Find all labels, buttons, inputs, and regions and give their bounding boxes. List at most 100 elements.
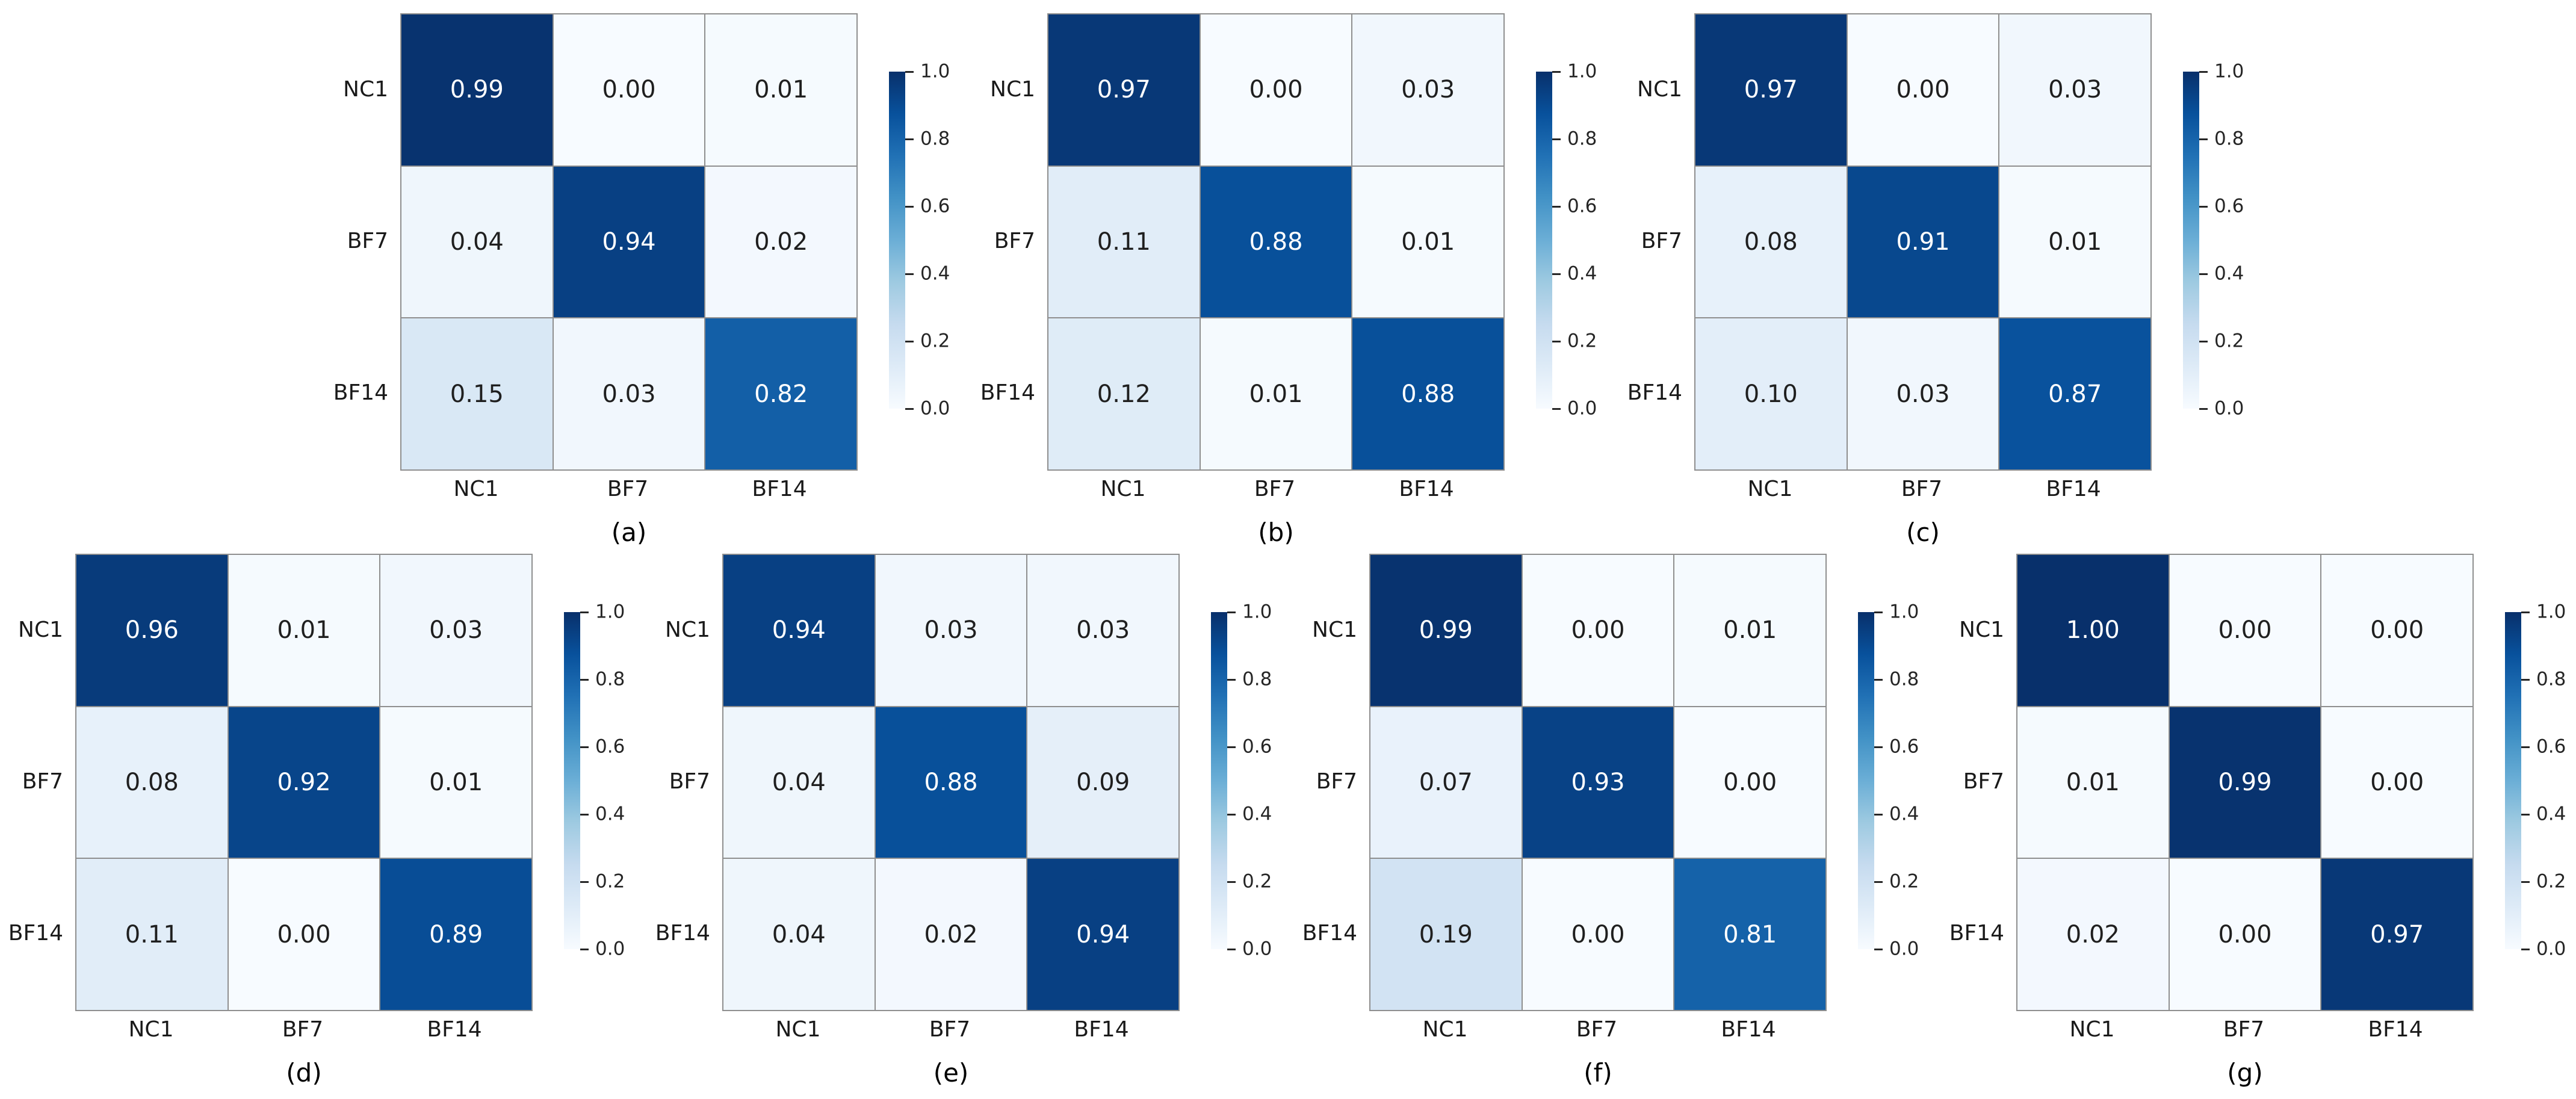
- confusion-matrix-panel: NC1 BF7 BF14 0.94 0.03 0.03 0.04 0.88 0.09 0.04 0…: [655, 554, 1330, 1095]
- y-tick-label: NC1: [18, 617, 63, 642]
- x-axis-tick-labels: NC1 BF7 BF14: [75, 1017, 533, 1042]
- y-tick-label: BF7: [994, 228, 1035, 253]
- x-axis-tick-labels: NC1 BF7 BF14: [722, 1017, 1180, 1042]
- y-tick-label: BF14: [655, 920, 710, 946]
- colorbar-tick: [2521, 881, 2530, 883]
- x-tick-label: BF7: [929, 1017, 971, 1042]
- confusion-matrix-panel: NC1 BF7 BF14 0.97 0.00 0.03 0.08 0.91 0.01 0.10 0…: [1627, 13, 2302, 555]
- heatmap-cell: 0.01: [1200, 318, 1352, 469]
- y-tick-label: NC1: [1312, 617, 1357, 642]
- heatmap-cell: 0.99: [2169, 707, 2321, 858]
- colorbar-tick-label: 1.0: [1242, 601, 1272, 623]
- colorbar-tick-label: 1.0: [595, 601, 625, 623]
- colorbar-tick: [905, 340, 914, 342]
- colorbar-tick: [580, 813, 589, 816]
- x-axis-tick-labels: NC1 BF7 BF14: [400, 477, 858, 501]
- y-axis-tick-labels: NC1 BF7 BF14: [1580, 13, 1682, 471]
- colorbar-tick: [905, 273, 914, 275]
- colorbar-tick-label: 0.0: [2214, 397, 2244, 419]
- x-tick-label: NC1: [2069, 1017, 2115, 1042]
- colorbar-tick-label: 0.2: [1567, 330, 1597, 352]
- colorbar-tick-label: 0.2: [1889, 870, 1919, 893]
- x-tick-label: BF14: [1074, 1017, 1129, 1042]
- heatmap-cell: 0.08: [1695, 166, 1847, 318]
- heatmap-cell: 0.04: [401, 166, 553, 318]
- y-axis-tick-labels: NC1 BF7 BF14: [0, 554, 63, 1011]
- heatmap-cell: 0.01: [1999, 166, 2150, 318]
- colorbar-tick-label: 1.0: [2214, 60, 2244, 82]
- colorbar-tick-label: 0.6: [920, 195, 950, 217]
- colorbar-tick: [580, 948, 589, 950]
- y-tick-label: BF14: [1302, 920, 1357, 946]
- colorbar-tick: [580, 881, 589, 883]
- heatmap-cell: 0.03: [380, 555, 531, 706]
- colorbar-tick: [1227, 678, 1236, 681]
- heatmap-cell: 0.11: [1048, 166, 1200, 318]
- colorbar-tick: [580, 678, 589, 681]
- colorbar-tick: [2521, 948, 2530, 950]
- colorbar: 1.0 0.8 0.6 0.4 0.2 0.0: [2505, 602, 2576, 958]
- colorbar-tick-label: 0.0: [1567, 397, 1597, 419]
- colorbar: 1.0 0.8 0.6 0.4 0.2 0.0: [2183, 62, 2291, 418]
- colorbar-tick: [1552, 340, 1561, 342]
- heatmap-cell: 0.00: [2321, 707, 2472, 858]
- heatmap-cell: 0.01: [228, 555, 380, 706]
- colorbar-tick: [1874, 813, 1883, 816]
- heatmap-cell: 0.03: [875, 555, 1027, 706]
- heatmap-cell: 0.97: [1048, 14, 1200, 166]
- colorbar-tick-label: 0.8: [920, 128, 950, 150]
- heatmap-cell: 0.01: [1352, 166, 1503, 318]
- x-tick-label: BF7: [282, 1017, 324, 1042]
- colorbar-tick: [580, 611, 589, 613]
- heatmap-cell: 0.94: [723, 555, 875, 706]
- colorbar-tick-label: 1.0: [920, 60, 950, 82]
- colorbar-tick-label: 1.0: [2536, 601, 2566, 623]
- heatmap-cell: 0.00: [1200, 14, 1352, 166]
- colorbar-tick-label: 0.6: [1567, 195, 1597, 217]
- y-tick-label: BF7: [1641, 228, 1682, 253]
- y-tick-label: BF14: [333, 380, 388, 405]
- colorbar-tick-label: 0.0: [595, 938, 625, 960]
- heatmap-cell: 0.97: [2321, 859, 2472, 1010]
- colorbar-tick-label: 1.0: [1889, 601, 1919, 623]
- heatmap-cell: 0.01: [380, 707, 531, 858]
- y-tick-label: BF14: [8, 920, 63, 946]
- heatmap-cell: 0.88: [875, 707, 1027, 858]
- heatmap-cell: 0.03: [1352, 14, 1503, 166]
- heatmap-cell: 0.02: [705, 166, 856, 318]
- colorbar-tick: [1552, 138, 1561, 140]
- colorbar-tick: [2199, 340, 2208, 342]
- colorbar-tick: [1874, 881, 1883, 883]
- heatmap-grid: 0.97 0.00 0.03 0.11 0.88 0.01 0.12 0.01 0.88: [1047, 13, 1505, 471]
- y-axis-tick-labels: NC1 BF7 BF14: [286, 13, 388, 471]
- colorbar-tick-label: 0.4: [1889, 803, 1919, 825]
- colorbar: 1.0 0.8 0.6 0.4 0.2 0.0: [1211, 602, 1319, 958]
- colorbar-tick: [2521, 813, 2530, 816]
- x-tick-label: BF14: [1721, 1017, 1776, 1042]
- heatmap-cell: 0.01: [705, 14, 856, 166]
- heatmap-cell: 0.10: [1695, 318, 1847, 469]
- colorbar-tick: [1227, 746, 1236, 748]
- colorbar-tick-label: 0.2: [920, 330, 950, 352]
- heatmap-cell: 1.00: [2017, 555, 2169, 706]
- y-tick-label: BF7: [347, 228, 388, 253]
- colorbar-tick: [1874, 611, 1883, 613]
- y-tick-label: NC1: [665, 617, 710, 642]
- heatmap-cell: 0.99: [1370, 555, 1522, 706]
- x-axis-tick-labels: NC1 BF7 BF14: [2016, 1017, 2474, 1042]
- heatmap-cell: 0.82: [705, 318, 856, 469]
- colorbar-tick: [1227, 948, 1236, 950]
- heatmap-grid: 1.00 0.00 0.00 0.01 0.99 0.00 0.02 0.00 0.97: [2016, 554, 2474, 1011]
- panel-caption: (f): [1584, 1058, 1612, 1088]
- colorbar-tick-label: 0.0: [1889, 938, 1919, 960]
- heatmap-grid: 0.97 0.00 0.03 0.08 0.91 0.01 0.10 0.03 0.87: [1694, 13, 2152, 471]
- x-axis-tick-labels: NC1 BF7 BF14: [1047, 477, 1505, 501]
- colorbar-tick-label: 0.2: [2214, 330, 2244, 352]
- colorbar-tick-label: 0.8: [2536, 668, 2566, 690]
- confusion-matrix-panel: NC1 BF7 BF14 0.97 0.00 0.03 0.11 0.88 0.01 0.12 0…: [980, 13, 1655, 555]
- heatmap-cell: 0.88: [1200, 166, 1352, 318]
- colorbar-tick-label: 0.0: [920, 397, 950, 419]
- panel-caption: (a): [611, 518, 647, 547]
- x-tick-label: NC1: [1422, 1017, 1468, 1042]
